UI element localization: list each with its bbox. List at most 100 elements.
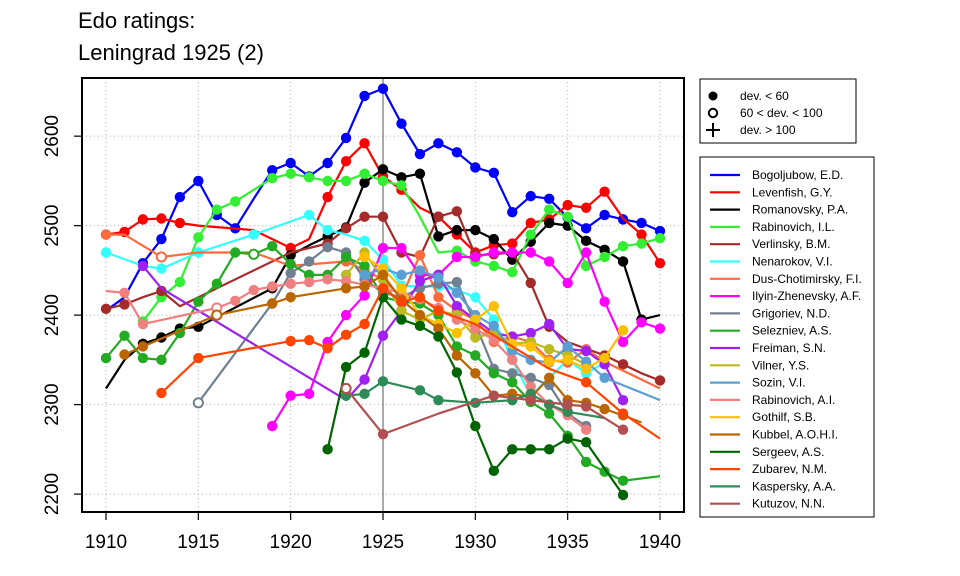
- data-point: [285, 292, 296, 303]
- data-point: [303, 172, 315, 183]
- data-point: [451, 147, 463, 158]
- series-18: [156, 283, 661, 440]
- data-point: [119, 349, 130, 360]
- data-point: [414, 265, 426, 276]
- data-point: [414, 309, 426, 321]
- data-point: [580, 437, 592, 448]
- data-point: [100, 229, 112, 240]
- data-point: [267, 281, 278, 292]
- legend-label: Grigoriev, N.D.: [752, 306, 830, 320]
- data-point: [119, 299, 130, 310]
- data-point: [377, 242, 389, 254]
- data-point: [119, 330, 130, 341]
- data-point: [303, 269, 315, 281]
- data-point: [470, 292, 481, 303]
- data-point: [322, 157, 333, 169]
- data-point: [322, 343, 333, 354]
- data-point: [562, 211, 573, 222]
- series-20: [340, 382, 629, 440]
- data-point: [340, 275, 352, 287]
- data-point-open: [340, 382, 352, 395]
- data-point: [451, 276, 463, 288]
- data-point: [414, 275, 426, 287]
- data-point: [525, 394, 536, 406]
- data-point: [525, 327, 536, 339]
- data-point: [470, 368, 481, 379]
- data-point: [340, 309, 352, 321]
- data-point: [414, 385, 426, 396]
- data-point: [617, 489, 629, 501]
- data-point: [359, 318, 370, 330]
- data-point: [636, 217, 647, 229]
- data-point: [525, 341, 536, 352]
- data-point: [377, 211, 389, 222]
- data-point: [396, 305, 407, 316]
- data-point: [451, 367, 463, 378]
- legend-label: Bogoljubow, E.D.: [752, 168, 843, 182]
- data-point: [525, 190, 536, 202]
- data-point: [488, 390, 499, 401]
- data-point: [359, 138, 370, 149]
- data-point: [543, 318, 555, 330]
- data-point: [156, 233, 167, 245]
- data-point: [322, 241, 333, 253]
- data-point: [543, 372, 555, 383]
- data-point: [414, 292, 426, 303]
- data-point: [599, 244, 610, 256]
- legend-open-label: 60 < dev. < 100: [740, 106, 823, 120]
- data-point: [137, 352, 149, 364]
- data-point: [340, 156, 352, 167]
- data-point: [303, 276, 315, 288]
- data-point: [654, 323, 666, 334]
- data-point: [488, 233, 499, 245]
- data-point: [562, 199, 573, 211]
- data-point: [230, 295, 241, 307]
- legend-label: Sergeev, A.S.: [752, 445, 825, 459]
- data-point: [580, 235, 592, 247]
- data-point: [617, 475, 629, 486]
- data-point: [580, 424, 592, 435]
- data-point: [303, 334, 315, 346]
- chart-title: Edo ratings:: [78, 8, 196, 33]
- data-point: [156, 285, 167, 297]
- data-point: [433, 211, 444, 222]
- data-point: [359, 347, 370, 358]
- data-point: [396, 269, 407, 281]
- data-point: [507, 207, 518, 218]
- data-point: [174, 276, 186, 288]
- series-legend: Bogoljubow, E.D. Levenfish, G.Y. Romanovsk…: [699, 156, 875, 518]
- data-point: [303, 209, 315, 221]
- data-point: [359, 374, 370, 385]
- data-point: [174, 217, 186, 229]
- series-4: [137, 168, 666, 327]
- data-point: [433, 292, 444, 303]
- data-point: [507, 338, 518, 349]
- data-point: [285, 242, 296, 254]
- legend-label: Rabinovich, I.L.: [752, 220, 835, 234]
- data-point-open: [192, 397, 204, 409]
- data-point: [156, 263, 167, 274]
- data-point: [543, 256, 555, 267]
- data-point: [322, 274, 333, 285]
- data-point: [488, 320, 499, 332]
- x-tick-label: 1940: [639, 532, 681, 553]
- data-point: [137, 260, 149, 272]
- data-point: [488, 300, 499, 312]
- legend-label: Kaspersky, A.A.: [752, 479, 836, 493]
- data-point: [359, 90, 370, 102]
- data-point: [359, 251, 370, 263]
- data-point: [359, 269, 370, 281]
- data-point: [451, 224, 463, 236]
- data-point: [525, 372, 536, 383]
- data-point: [433, 394, 444, 406]
- data-point: [599, 186, 610, 197]
- series-17: [322, 292, 629, 501]
- data-point: [193, 352, 204, 364]
- y-tick-label: 2300: [42, 383, 63, 425]
- data-point: [285, 278, 296, 290]
- data-point: [137, 318, 149, 330]
- data-point: [451, 251, 463, 263]
- data-point: [599, 352, 610, 364]
- data-point: [451, 350, 463, 361]
